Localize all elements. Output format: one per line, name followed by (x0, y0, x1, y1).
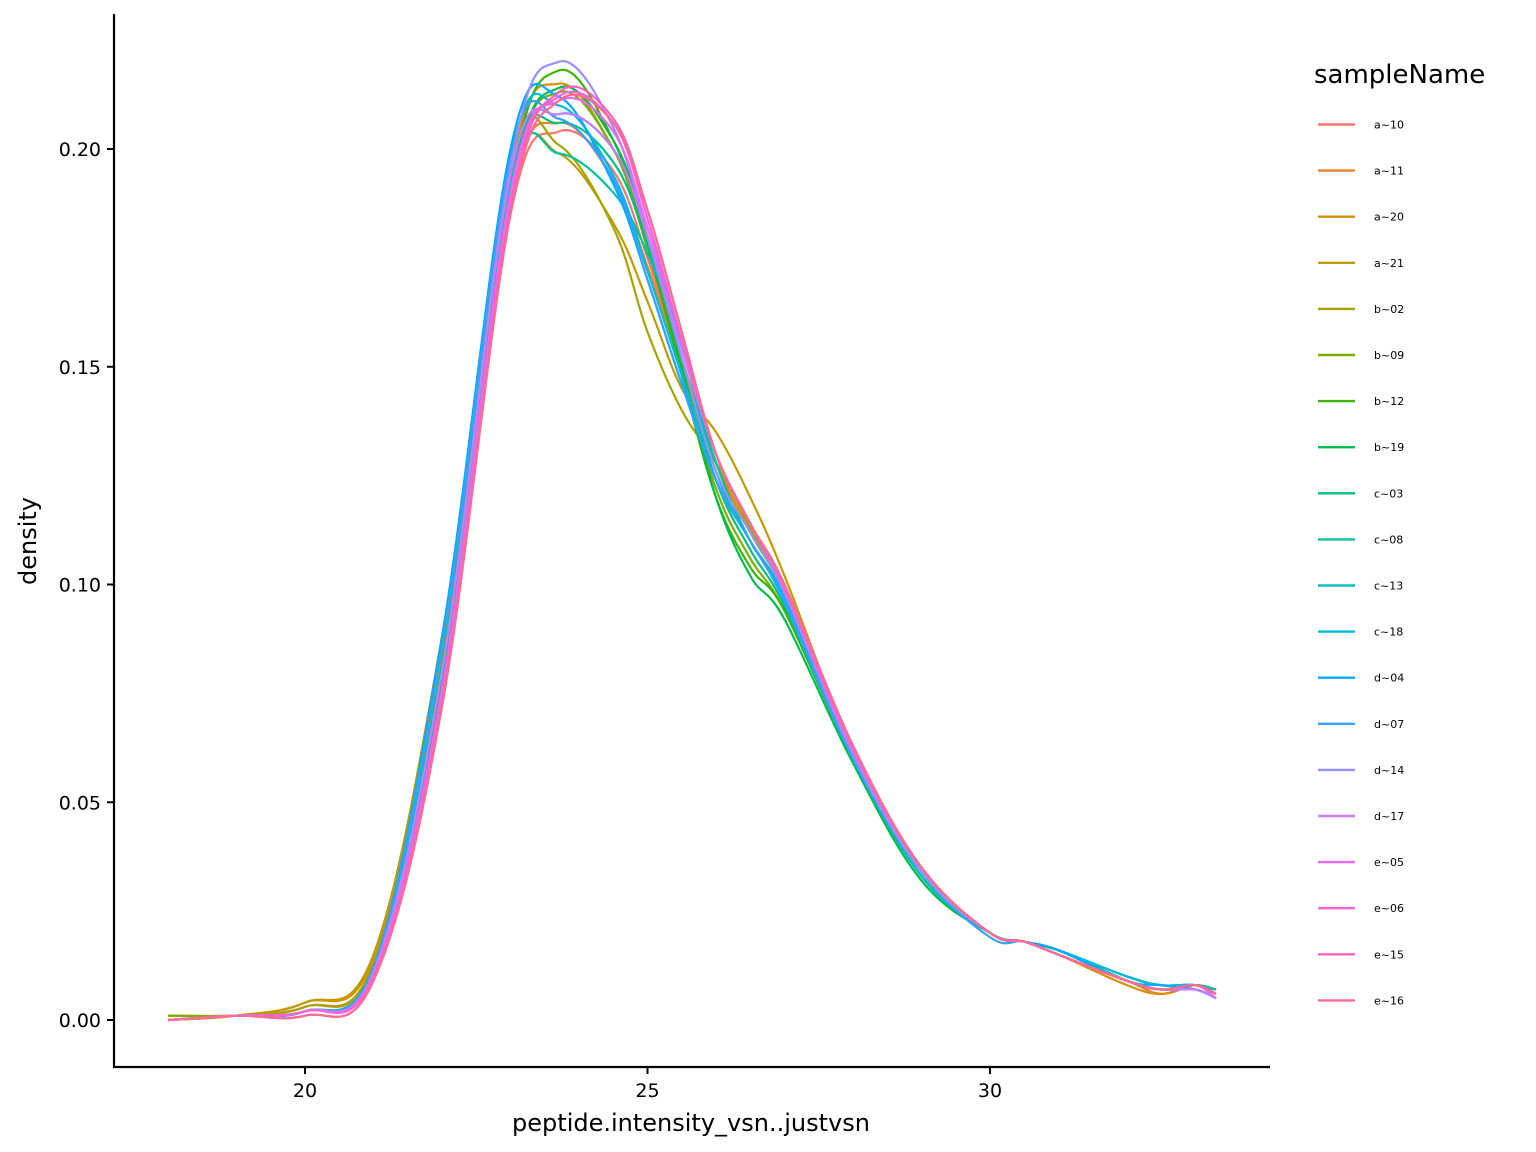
legend-items: a~10 a~11 a~20 a~21 b~02 b~09 b~12 b~19 c~03 c~08… (1318, 119, 1404, 1007)
legend-item: b~12 (1318, 395, 1404, 408)
legend-label: c~03 (1374, 487, 1403, 500)
legend-item: b~02 (1318, 303, 1404, 316)
legend-item: c~13 (1318, 580, 1403, 593)
legend-item: c~03 (1318, 487, 1403, 500)
y-tick-label: 0.20 (59, 139, 101, 161)
legend-item: d~14 (1318, 764, 1404, 777)
x-tick-label: 25 (635, 1080, 659, 1102)
legend-label: b~02 (1374, 303, 1404, 316)
x-tick-label: 30 (978, 1080, 1002, 1102)
legend-label: e~15 (1374, 948, 1404, 961)
legend-item: b~09 (1318, 349, 1404, 362)
legend: sampleName a~10 a~11 a~20 a~21 b~02 b~09 b~12 b… (1314, 60, 1485, 1007)
legend-label: b~12 (1374, 395, 1404, 408)
legend-item: d~04 (1318, 672, 1404, 685)
legend-item: b~19 (1318, 441, 1404, 454)
legend-label: d~04 (1374, 672, 1404, 685)
y-ticks: 0.00 0.05 0.10 0.15 0.20 (59, 139, 114, 1032)
legend-item: d~07 (1318, 718, 1404, 731)
density-curve-e-16 (167, 93, 1217, 1022)
y-tick-label: 0.00 (59, 1010, 101, 1032)
legend-item: c~08 (1318, 533, 1403, 546)
legend-label: a~21 (1374, 257, 1404, 270)
y-axis: 0.00 0.05 0.10 0.15 0.20 (59, 14, 116, 1068)
legend-item: a~20 (1318, 211, 1404, 224)
legend-item: a~21 (1318, 257, 1404, 270)
x-tick-label: 20 (293, 1080, 317, 1102)
x-axis-title: peptide.intensity_vsn..justvsn (512, 1109, 870, 1137)
legend-label: b~19 (1374, 441, 1404, 454)
legend-label: e~16 (1374, 994, 1404, 1007)
legend-item: a~10 (1318, 119, 1404, 132)
legend-label: d~14 (1374, 764, 1404, 777)
legend-item: d~17 (1318, 810, 1404, 823)
legend-item: e~16 (1318, 994, 1404, 1007)
legend-item: e~15 (1318, 948, 1404, 961)
legend-title: sampleName (1314, 60, 1485, 90)
density-curves (167, 60, 1217, 1022)
legend-label: e~05 (1374, 856, 1404, 869)
legend-item: e~06 (1318, 902, 1404, 915)
legend-label: c~08 (1374, 533, 1403, 546)
y-tick-label: 0.15 (59, 357, 101, 379)
legend-label: d~17 (1374, 810, 1404, 823)
legend-label: c~13 (1374, 580, 1403, 593)
legend-item: c~18 (1318, 626, 1403, 639)
y-axis-title: density (14, 497, 42, 585)
legend-label: c~18 (1374, 626, 1403, 639)
legend-label: e~06 (1374, 902, 1404, 915)
legend-label: a~10 (1374, 119, 1404, 132)
x-axis: 20 25 30 (113, 1065, 1270, 1102)
legend-label: b~09 (1374, 349, 1404, 362)
y-tick-label: 0.05 (59, 792, 101, 814)
legend-label: a~20 (1374, 211, 1404, 224)
legend-label: a~11 (1374, 165, 1404, 178)
legend-item: a~11 (1318, 165, 1404, 178)
legend-item: e~05 (1318, 856, 1404, 869)
legend-label: d~07 (1374, 718, 1404, 731)
x-ticks: 20 25 30 (293, 1067, 1002, 1102)
y-tick-label: 0.10 (59, 575, 101, 597)
